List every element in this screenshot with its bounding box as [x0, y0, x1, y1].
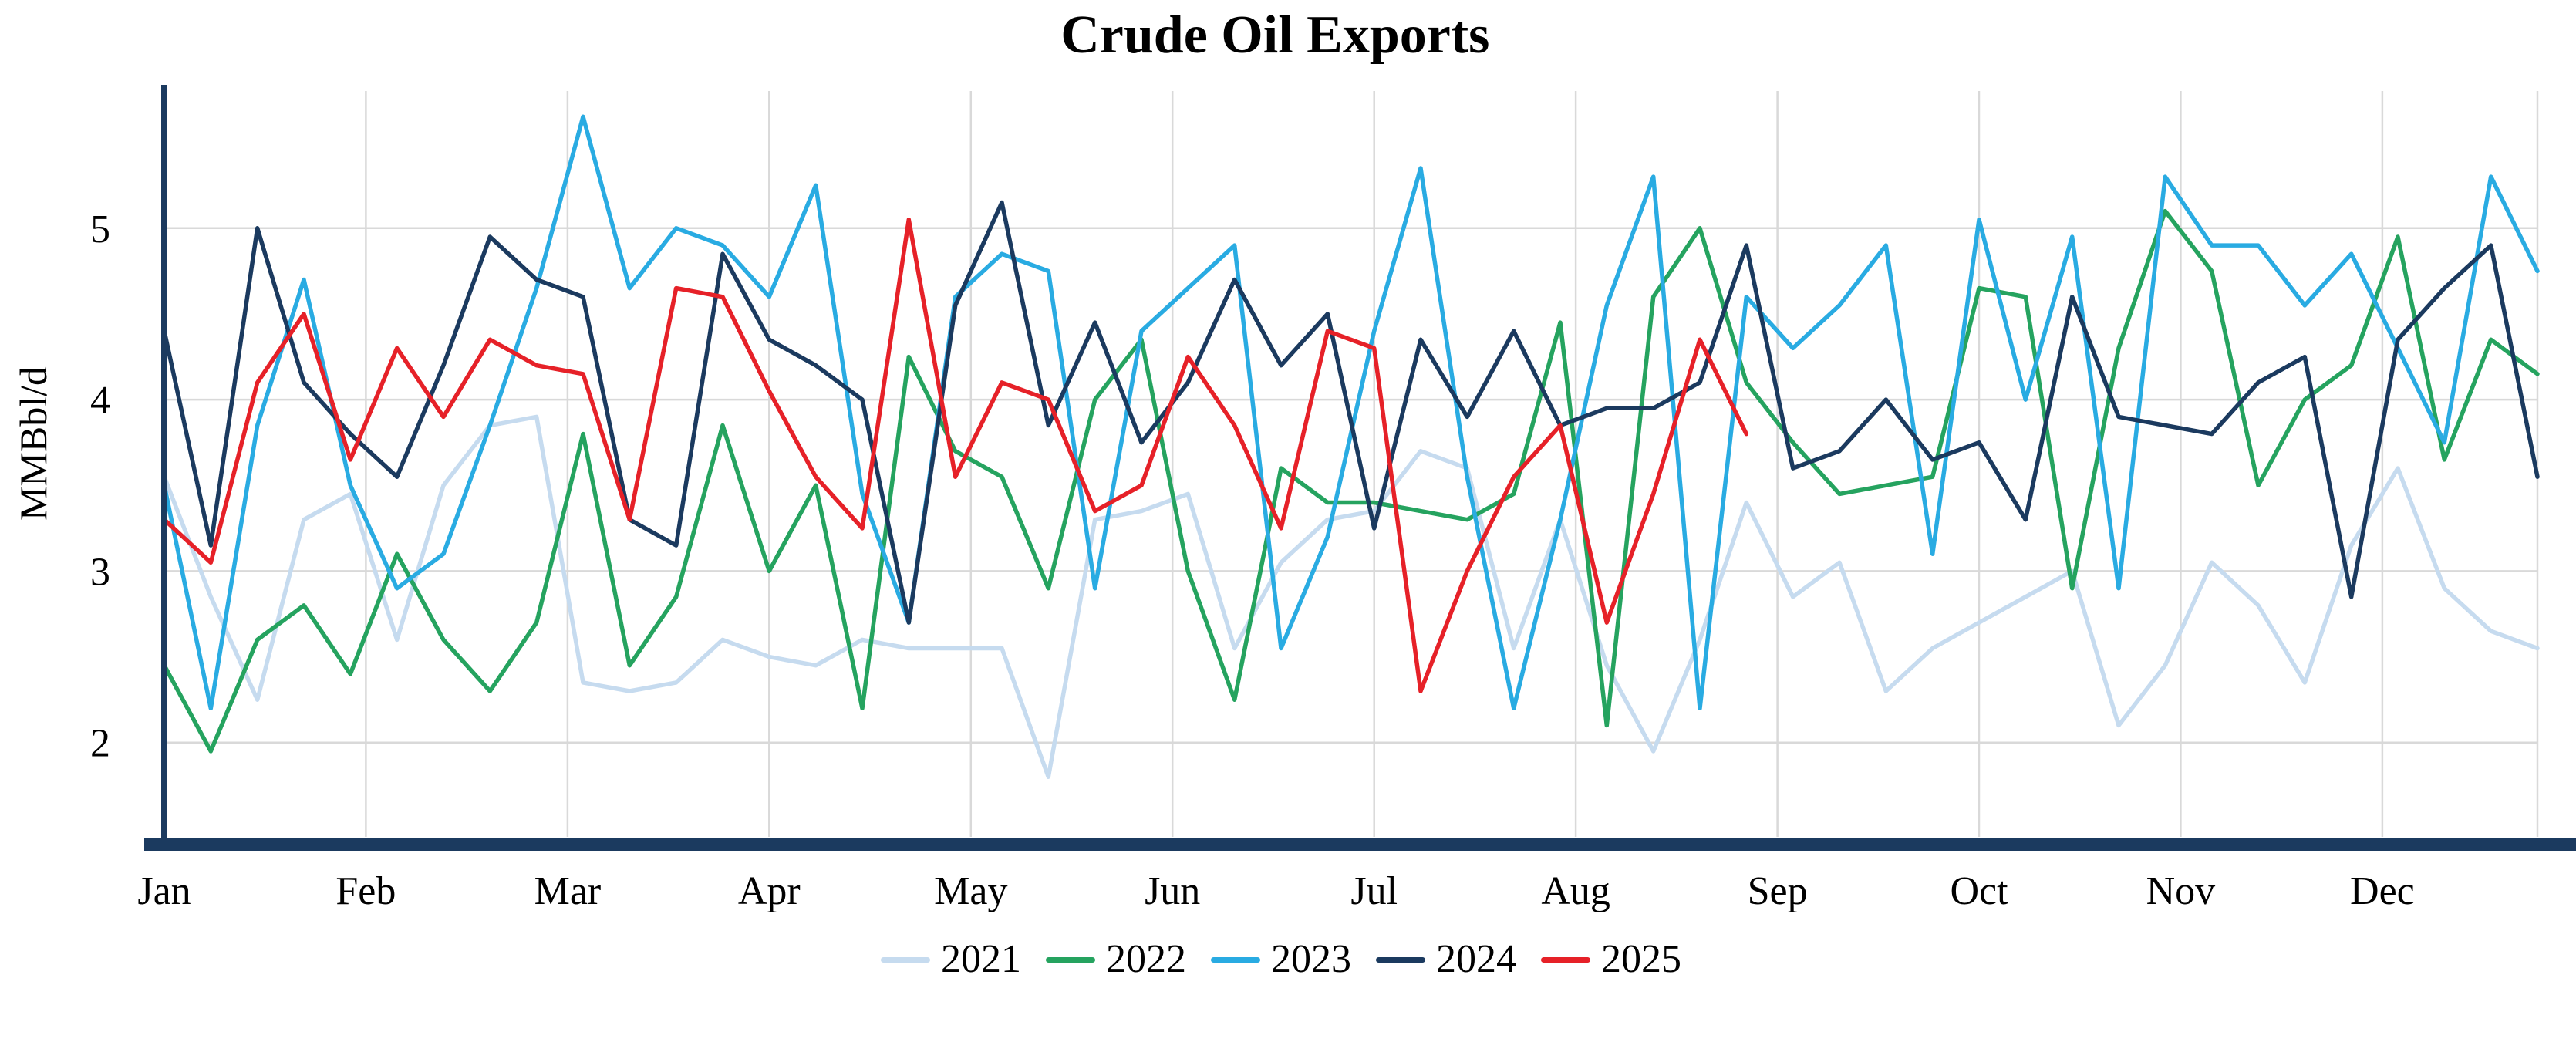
series-line-2021	[162, 414, 2540, 779]
legend-label-2024: 2024	[1436, 937, 1516, 981]
x-tick-label-Nov: Nov	[2146, 869, 2216, 913]
x-axis-spine	[144, 838, 2576, 851]
series-line-2024	[162, 200, 2540, 625]
legend: 2021 2022 2023 2024 2025	[881, 939, 1695, 980]
x-tick-label-Apr: Apr	[738, 869, 801, 913]
x-tick-label-Dec: Dec	[2350, 869, 2415, 913]
legend-swatch-2023	[1211, 956, 1260, 963]
legend-label-2021: 2021	[941, 937, 1021, 981]
series-line-2025	[162, 217, 1749, 693]
y-axis-spine	[161, 85, 167, 840]
legend-swatch-2024	[1376, 956, 1425, 963]
x-tick-label-Sep: Sep	[1748, 869, 1808, 913]
y-tick-label-3: 3	[90, 550, 110, 594]
chart-title: Crude Oil Exports	[1060, 5, 1490, 65]
x-tick-label-Oct: Oct	[1950, 869, 2008, 913]
legend-label-2022: 2022	[1106, 937, 1186, 981]
legend-swatch-2022	[1046, 956, 1095, 963]
series-line-2022	[162, 208, 2540, 754]
y-tick-label-4: 4	[90, 379, 110, 423]
x-tick-label-Jun: Jun	[1145, 869, 1200, 913]
y-axis-label: MMBbl/d	[12, 366, 55, 521]
legend-item-2024: 2024	[1376, 939, 1516, 980]
legend-label-2023: 2023	[1271, 937, 1351, 981]
x-tick-label-Aug: Aug	[1541, 869, 1610, 913]
legend-label-2025: 2025	[1601, 937, 1681, 981]
y-tick-label-2: 2	[90, 722, 110, 766]
series-line-2023	[162, 114, 2540, 711]
x-tick-label-Jan: Jan	[137, 869, 191, 913]
legend-swatch-2025	[1541, 956, 1590, 963]
legend-item-2022: 2022	[1046, 939, 1186, 980]
legend-item-2021: 2021	[881, 939, 1021, 980]
x-tick-label-May: May	[934, 869, 1007, 913]
legend-item-2025: 2025	[1541, 939, 1681, 980]
legend-swatch-2021	[881, 956, 930, 963]
x-tick-label-Mar: Mar	[534, 869, 602, 913]
legend-item-2023: 2023	[1211, 939, 1351, 980]
x-tick-label-Jul: Jul	[1350, 869, 1398, 913]
y-tick-label-5: 5	[90, 207, 110, 251]
x-tick-label-Feb: Feb	[335, 869, 396, 913]
